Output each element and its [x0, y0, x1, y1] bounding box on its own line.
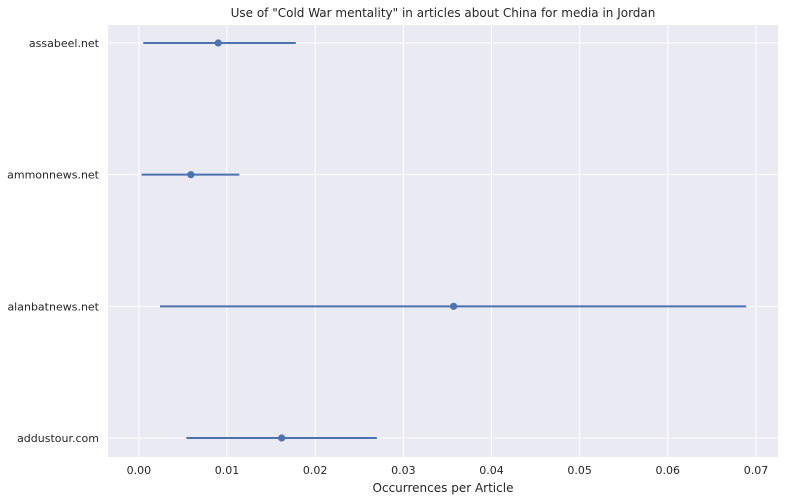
y-tick-label: alanbatnews.net — [7, 300, 99, 313]
y-tick-label: assabeel.net — [29, 37, 100, 50]
plot-background — [108, 25, 778, 457]
chart-title: Use of "Cold War mentality" in articles … — [231, 6, 656, 20]
x-tick-label: 0.03 — [391, 464, 416, 477]
data-point — [187, 171, 195, 179]
x-axis-label: Occurrences per Article — [373, 481, 514, 495]
data-point — [278, 434, 286, 442]
y-tick-label: addustour.com — [17, 432, 99, 445]
marks-layer — [141, 39, 747, 442]
data-point — [449, 302, 458, 310]
x-tick-label: 0.02 — [303, 464, 328, 477]
y-tick-label: ammonnews.net — [7, 169, 100, 182]
ticks-layer: 0.00 0.01 0.02 0.03 0.04 0.05 0.06 0.07 assabeel… — [7, 37, 768, 477]
x-tick-label: 0.05 — [567, 464, 592, 477]
x-tick-label: 0.04 — [479, 464, 504, 477]
x-tick-label: 0.07 — [744, 464, 769, 477]
x-tick-label: 0.06 — [656, 464, 681, 477]
x-tick-label: 0.00 — [127, 464, 152, 477]
data-point — [214, 39, 222, 47]
x-tick-label: 0.01 — [215, 464, 240, 477]
